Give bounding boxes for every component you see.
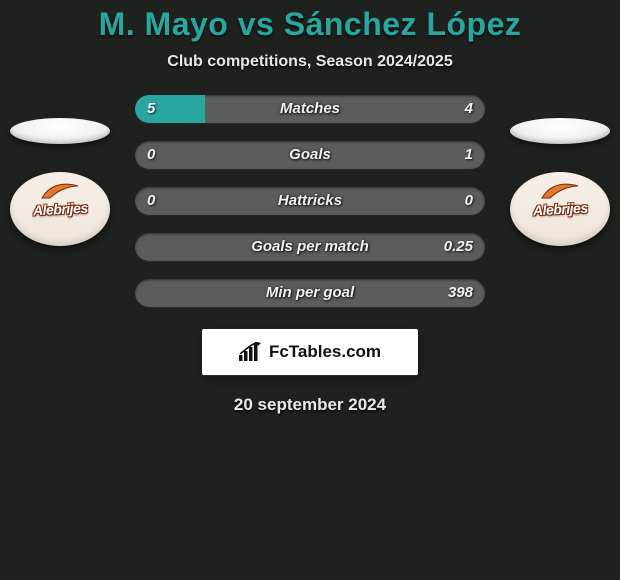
stat-row: 398Min per goal [135, 279, 485, 307]
stat-label: Min per goal [135, 279, 485, 307]
player-left-avatar [10, 118, 110, 144]
player-right-avatar [510, 118, 610, 144]
stats-list: 54Matches 01Goals 00Hattricks 0.25Goals per… [135, 95, 485, 307]
stat-row: 0.25Goals per match [135, 233, 485, 261]
brand-chart-icon [239, 342, 261, 362]
player-right-club-badge: Alebrijes [510, 172, 610, 246]
page-title: M. Mayo vs Sánchez López [0, 0, 620, 43]
club-name-right: Alebrijes [532, 200, 587, 219]
stat-row: 54Matches [135, 95, 485, 123]
subtitle: Club competitions, Season 2024/2025 [0, 53, 620, 71]
stat-label: Matches [135, 95, 485, 123]
stat-label: Goals per match [135, 233, 485, 261]
stat-label: Goals [135, 141, 485, 169]
brand-text: FcTables.com [269, 342, 381, 362]
stat-row: 01Goals [135, 141, 485, 169]
player-left-column: Alebrijes [0, 118, 120, 246]
player-left-club-badge: Alebrijes [10, 172, 110, 246]
date-text: 20 september 2024 [0, 395, 620, 415]
stat-row: 00Hattricks [135, 187, 485, 215]
brand-box: FcTables.com [202, 329, 418, 375]
comparison-card: { "title": "M. Mayo vs Sánchez López", "… [0, 0, 620, 580]
badge-accent-icon [40, 180, 80, 200]
stat-label: Hattricks [135, 187, 485, 215]
club-name-left: Alebrijes [32, 200, 87, 219]
player-right-column: Alebrijes [500, 118, 620, 246]
badge-accent-icon [540, 180, 580, 200]
